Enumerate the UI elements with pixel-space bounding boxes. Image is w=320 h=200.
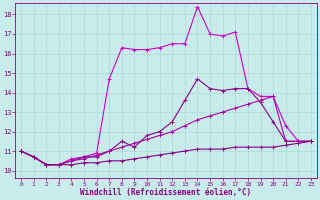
X-axis label: Windchill (Refroidissement éolien,°C): Windchill (Refroidissement éolien,°C) <box>80 188 252 197</box>
